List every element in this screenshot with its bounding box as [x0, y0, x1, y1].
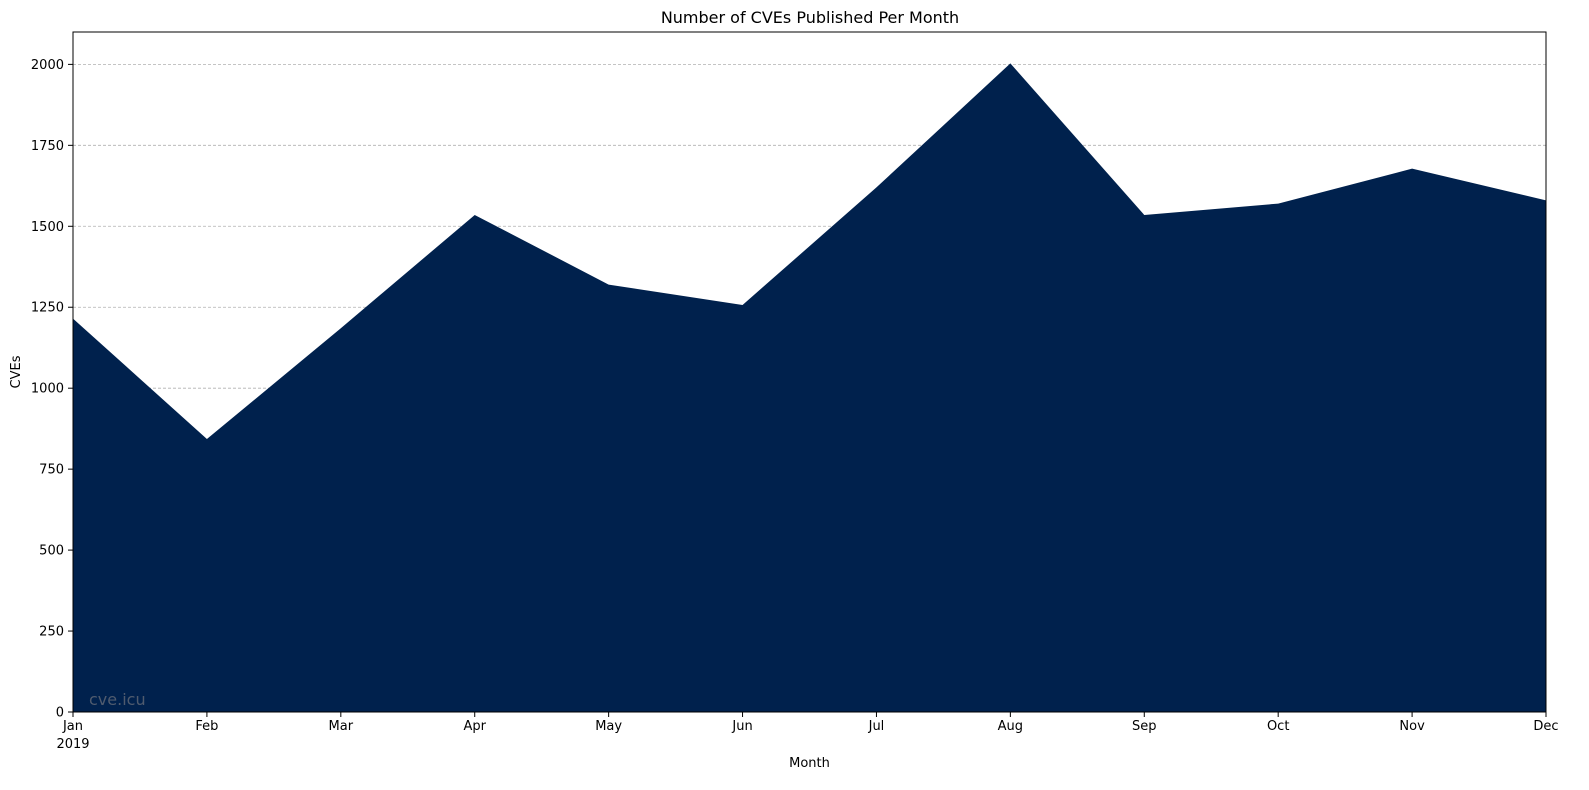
- y-tick-label: 1000: [31, 382, 64, 397]
- x-tick-label: Dec: [1533, 719, 1558, 734]
- y-tick-label: 250: [39, 625, 64, 640]
- x-tick-label: Jun: [731, 719, 752, 734]
- x-tick-label: Jul: [868, 719, 885, 734]
- y-tick-label: 500: [39, 544, 64, 559]
- x-tick-label: Jan: [62, 719, 83, 734]
- chart-title: Number of CVEs Published Per Month: [661, 8, 959, 27]
- area-series: [73, 63, 1546, 713]
- y-axis-label: CVEs: [9, 355, 24, 388]
- x-tick-label: Feb: [195, 719, 218, 734]
- x-tick-label: Nov: [1399, 719, 1425, 734]
- y-tick-label: 1750: [31, 139, 64, 154]
- y-tick-label: 0: [56, 706, 64, 721]
- x-tick-label: Mar: [329, 719, 354, 734]
- plot-frame: [72, 31, 1547, 713]
- x-axis-label: Month: [789, 756, 830, 771]
- watermark-text: cve.icu: [89, 690, 146, 709]
- y-tick-label: 750: [39, 463, 64, 478]
- x-year-label: 2019: [56, 737, 89, 752]
- x-tick-label: Oct: [1267, 719, 1289, 734]
- x-tick-label: Apr: [463, 719, 486, 734]
- y-tick-label: 1500: [31, 220, 64, 235]
- x-tick-label: Aug: [998, 719, 1023, 734]
- x-tick-label: May: [595, 719, 622, 734]
- x-axis: Jan Feb Mar Apr May Jun Jul Aug Sep Oct Nov Dec 2019: [56, 712, 1559, 752]
- y-axis: 0 250 500 750 1000 1250 1500 1750 2000: [31, 58, 73, 721]
- y-tick-label: 2000: [31, 58, 64, 73]
- y-tick-label: 1250: [31, 301, 64, 316]
- x-tick-label: Sep: [1132, 719, 1157, 734]
